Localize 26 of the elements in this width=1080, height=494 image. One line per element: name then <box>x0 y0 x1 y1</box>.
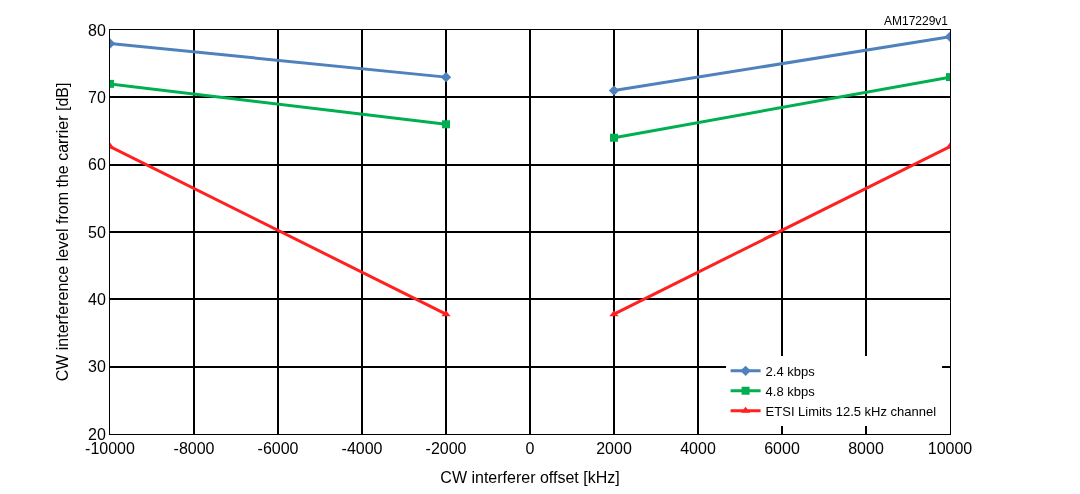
x-tick-label: 2000 <box>596 440 632 458</box>
legend-label: ETSI Limits 12.5 kHz channel <box>765 403 937 419</box>
x-tick-label: -2000 <box>425 440 467 458</box>
x-tick-label: -10000 <box>85 440 136 458</box>
legend-label: 2.4 kbps <box>765 363 816 379</box>
text: AM17229v1 <box>884 14 949 28</box>
y-axis-title: CW interference level from the carrier [dB] <box>53 82 71 382</box>
x-tick-label: -6000 <box>257 440 299 458</box>
point <box>442 120 450 129</box>
x-tick-label: 10000 <box>927 440 973 458</box>
x-tick-label: 6000 <box>764 440 800 458</box>
legend-label: 4.8 kbps <box>765 383 816 399</box>
y-tick-label: 20 <box>88 425 106 443</box>
y-tick-label: 60 <box>88 156 106 174</box>
y-tick-label: 80 <box>88 21 106 39</box>
x-tick-label: -8000 <box>173 440 215 458</box>
y-tick-label: 40 <box>88 290 106 308</box>
x-tick-label: 8000 <box>848 440 884 458</box>
x-axis-title: CW interferer offset [kHz] <box>440 468 620 486</box>
y-tick-label: 50 <box>88 223 106 241</box>
point <box>610 133 618 142</box>
y-tick-label: 70 <box>88 88 106 106</box>
y-tick-label: 30 <box>88 358 106 376</box>
x-tick-label: 0 <box>525 440 535 458</box>
x-tick-label: 4000 <box>680 440 716 458</box>
x-tick-label: -4000 <box>341 440 383 458</box>
